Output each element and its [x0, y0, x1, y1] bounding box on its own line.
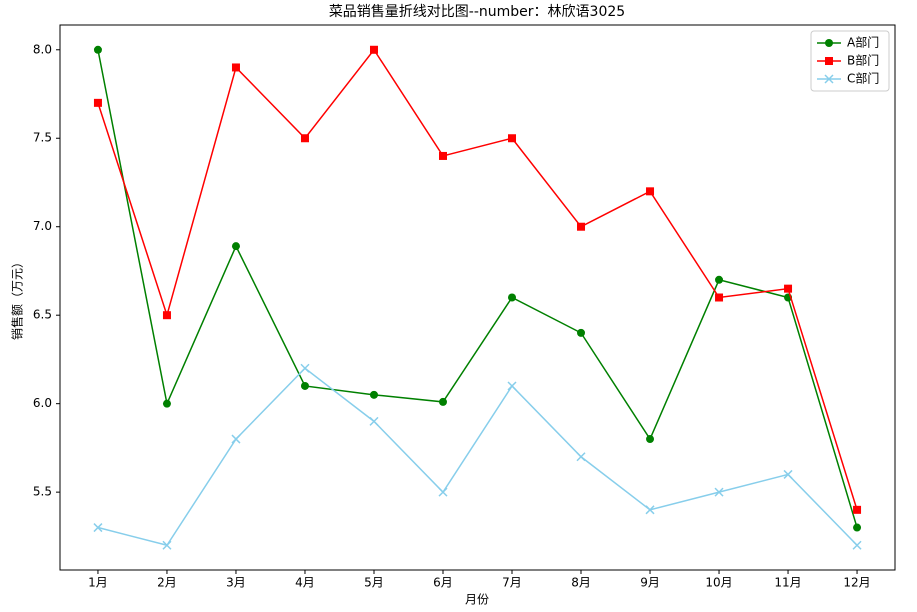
data-point	[576, 452, 586, 462]
legend-marker	[824, 74, 834, 84]
data-point	[438, 151, 447, 160]
x-tick-label: 9月	[640, 576, 660, 590]
legend: A部门 B部门 C部门	[810, 30, 890, 92]
x-tick-label: 4月	[295, 576, 315, 590]
data-point	[508, 134, 517, 143]
legend-marker	[825, 39, 833, 47]
data-point	[577, 222, 586, 231]
y-tick-label: 6.0	[33, 396, 52, 410]
legend-marker	[825, 57, 833, 65]
x-tick-label: 5月	[364, 576, 384, 590]
chart-title: 菜品销售量折线对比图--number：林欣语3025	[329, 4, 625, 20]
x-tick-label: 10月	[705, 576, 732, 590]
series-line	[97, 367, 858, 547]
x-tick-label: 2月	[157, 576, 177, 590]
data-point	[646, 187, 655, 196]
legend-label: B部门	[847, 53, 879, 68]
x-tick-label: 7月	[502, 576, 522, 590]
data-point	[784, 284, 793, 293]
data-point	[300, 134, 309, 143]
data-point	[507, 381, 517, 391]
data-point	[162, 540, 172, 550]
legend-label: A部门	[847, 35, 879, 50]
y-tick-label: 5.5	[33, 485, 52, 499]
data-point	[438, 487, 448, 497]
x-tick-label: 6月	[433, 576, 453, 590]
data-point	[300, 381, 309, 390]
data-point	[783, 469, 793, 479]
x-tick-label: 12月	[843, 576, 870, 590]
data-point	[577, 328, 586, 337]
data-point	[852, 540, 862, 550]
data-point	[93, 45, 102, 54]
data-point	[508, 293, 517, 302]
data-point	[715, 293, 724, 302]
data-point	[231, 434, 241, 444]
data-point	[645, 505, 655, 515]
data-point	[93, 523, 103, 533]
series-line	[97, 48, 858, 511]
x-tick-label: 3月	[226, 576, 246, 590]
x-axis-label: 月份	[465, 593, 489, 607]
data-point	[853, 523, 862, 532]
series-line	[97, 49, 858, 528]
data-point	[231, 63, 240, 72]
x-tick-label: 11月	[774, 576, 801, 590]
data-point	[300, 363, 310, 373]
data-point	[231, 242, 240, 251]
data-point	[853, 505, 862, 514]
legend-label: C部门	[847, 71, 879, 86]
y-tick-label: 7.0	[33, 219, 52, 233]
x-tick-label: 1月	[88, 576, 108, 590]
y-axis-label: 销售额（万元）	[10, 256, 25, 340]
y-tick-label: 7.5	[33, 131, 52, 145]
data-point	[369, 45, 378, 54]
data-point	[369, 416, 379, 426]
data-point	[714, 487, 724, 497]
data-point	[162, 311, 171, 320]
y-tick-label: 6.5	[33, 308, 52, 322]
data-point	[646, 435, 655, 444]
y-tick-label: 8.0	[33, 42, 52, 56]
plot-frame	[59, 24, 896, 571]
x-tick-label: 8月	[571, 576, 591, 590]
data-point	[369, 390, 378, 399]
data-point	[93, 98, 102, 107]
data-point	[715, 275, 724, 284]
data-point	[438, 397, 447, 406]
data-point	[162, 399, 171, 408]
